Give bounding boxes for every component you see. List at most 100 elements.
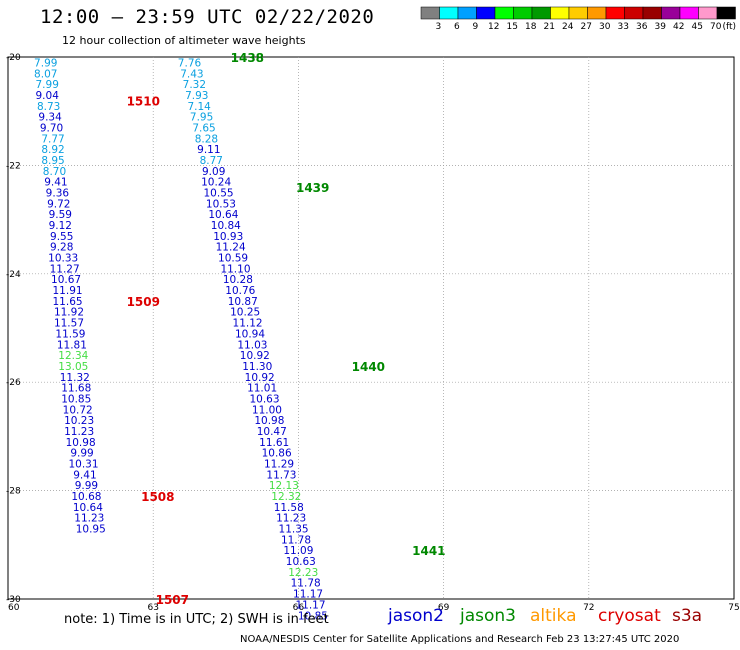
wave-height-label: 9.09 — [202, 166, 225, 178]
colorbar-label: 33 — [617, 22, 629, 32]
colorbar-label: 15 — [506, 22, 518, 32]
wave-height-label: 10.84 — [211, 220, 241, 232]
wave-height-label: 11.03 — [237, 339, 267, 351]
wave-height-label: 10.24 — [201, 177, 231, 189]
wave-height-label: 12.32 — [271, 491, 301, 503]
wave-height-label: 11.59 — [55, 328, 85, 340]
wave-height-label: 10.98 — [254, 415, 284, 427]
wave-height-label: 12.34 — [58, 350, 88, 362]
wave-height-label: 9.55 — [50, 231, 73, 243]
page-subtitle: 12 hour collection of altimeter wave hei… — [62, 34, 306, 47]
colorbar-label: 36 — [636, 22, 648, 32]
wave-height-label: 7.43 — [180, 68, 203, 80]
wave-height-label: 8.92 — [41, 144, 64, 156]
plot-frame — [7, 56, 735, 600]
wave-height-label: 11.27 — [50, 263, 80, 275]
wave-height-label: 10.72 — [63, 404, 93, 416]
wave-height-label: 7.99 — [36, 79, 59, 91]
y-tick-label: -22 — [6, 161, 21, 171]
pass-id-label: 1507 — [156, 593, 189, 607]
wave-height-label: 10.28 — [223, 274, 253, 286]
colorbar-label: 3 — [435, 22, 442, 32]
wave-height-label: 9.28 — [50, 242, 73, 254]
wave-height-label: 11.57 — [54, 318, 84, 330]
wave-height-label: 7.76 — [178, 57, 202, 69]
footer-credit: NOAA/NESDIS Center for Satellite Applica… — [240, 634, 680, 645]
colorbar-label: 6 — [454, 22, 460, 32]
pass-id-label: 1510 — [127, 94, 160, 108]
wave-height-label: 7.14 — [187, 101, 211, 113]
pass-id-label: 1438 — [231, 51, 264, 65]
wave-height-label: 10.67 — [51, 274, 81, 286]
wave-height-label: 10.87 — [228, 296, 258, 308]
y-tick-label: -26 — [6, 378, 21, 388]
wave-height-label: 11.09 — [283, 545, 313, 557]
y-tick-label: -28 — [6, 487, 21, 497]
wave-height-label: 9.99 — [75, 480, 98, 492]
wave-height-label: 9.04 — [36, 90, 60, 102]
satellite-legend-item: cryosat — [598, 606, 661, 626]
colorbar — [420, 6, 736, 20]
wave-height-label: 9.36 — [46, 188, 70, 200]
y-tick-label: -20 — [6, 53, 21, 63]
wave-height-label: 11.23 — [74, 513, 104, 525]
wave-height-label: 11.17 — [293, 589, 323, 601]
wave-height-label: 11.65 — [53, 296, 83, 308]
wave-height-label: 12.13 — [269, 480, 299, 492]
x-tick-label: 69 — [438, 603, 450, 613]
wave-height-label: 9.41 — [73, 469, 96, 481]
pass-id-label: 1440 — [352, 360, 385, 374]
wave-height-label: 11.24 — [216, 242, 246, 254]
wave-height-label: 9.34 — [38, 112, 62, 124]
wave-height-label: 10.31 — [68, 459, 98, 471]
colorbar-label: 30 — [599, 22, 611, 32]
wave-height-label: 11.01 — [247, 383, 277, 395]
wave-height-label: 10.68 — [71, 491, 101, 503]
satellite-legend-item: jason2 — [388, 606, 444, 626]
wave-height-label: 8.73 — [37, 101, 60, 113]
colorbar-label: 24 — [562, 22, 574, 32]
wave-height-label: 10.98 — [66, 437, 96, 449]
colorbar-label: 42 — [673, 22, 685, 32]
wave-height-label: 11.35 — [279, 524, 309, 536]
wave-height-label: 10.23 — [64, 415, 94, 427]
pass-id-label: 1508 — [141, 490, 174, 504]
wave-height-label: 10.25 — [230, 307, 260, 319]
colorbar-label: 12 — [488, 22, 500, 32]
wave-height-label: 9.72 — [47, 198, 70, 210]
y-tick-label: -30 — [6, 595, 21, 605]
wave-height-label: 10.53 — [206, 198, 236, 210]
x-tick-label: 72 — [583, 603, 594, 613]
footer-note: note: 1) Time is in UTC; 2) SWH is in fe… — [64, 612, 329, 627]
wave-height-label: 11.91 — [53, 285, 83, 297]
wave-height-label: 9.12 — [49, 220, 72, 232]
wave-height-label: 10.86 — [262, 448, 292, 460]
wave-height-label: 8.70 — [43, 166, 66, 178]
wave-height-label: 10.94 — [235, 328, 265, 340]
wave-height-label: 9.41 — [44, 177, 67, 189]
colorbar-label: 9 — [472, 22, 479, 32]
wave-height-label: 10.63 — [286, 556, 316, 568]
colorbar-label: 21 — [543, 22, 555, 32]
colorbar-label: (ft) — [722, 22, 737, 32]
wave-height-label: 10.33 — [48, 253, 78, 265]
wave-height-label: 11.29 — [264, 459, 294, 471]
x-tick-label: 75 — [728, 603, 739, 613]
wave-height-label: 8.77 — [200, 155, 223, 167]
chart-plot: 60 63 66 69 72 75-20-22-24-26-28-307.998.077.… — [6, 51, 740, 620]
wave-height-label: 7.99 — [34, 57, 57, 69]
wave-height-label: 11.73 — [266, 469, 296, 481]
wave-height-label: 11.00 — [252, 404, 282, 416]
wave-height-label: 12.23 — [288, 567, 318, 579]
wave-height-label: 10.64 — [73, 502, 103, 514]
wave-height-label: 10.93 — [213, 231, 243, 243]
satellite-legend-item: s3a — [672, 606, 703, 626]
wave-height-label: 11.23 — [64, 426, 94, 438]
wave-height-label: 7.93 — [185, 90, 208, 102]
satellite-legend-item: jason3 — [460, 606, 516, 626]
wave-height-label: 10.95 — [76, 524, 106, 536]
wave-height-label: 9.99 — [70, 448, 93, 460]
page-title: 12:00 – 23:59 UTC 02/22/2020 — [40, 6, 375, 28]
pass-id-label: 1439 — [296, 181, 329, 195]
wave-height-label: 10.63 — [249, 393, 279, 405]
